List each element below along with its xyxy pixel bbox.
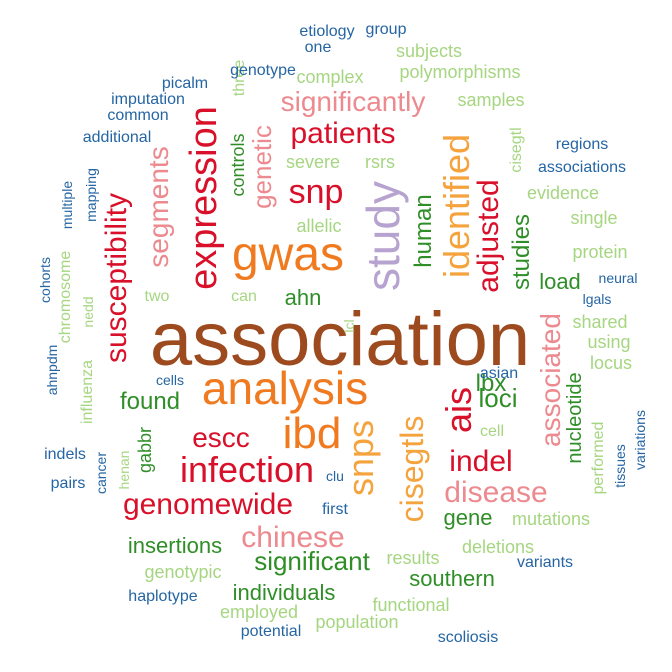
word-single: single: [570, 208, 618, 228]
word-cisegtl: cisegtl: [508, 127, 525, 173]
word-adjusted: adjusted: [472, 179, 505, 293]
word-ahnpdm: nedd: [80, 296, 96, 328]
word-identified: identified: [436, 133, 477, 279]
word-chromosome: one: [304, 39, 332, 56]
word-significantly: significantly: [280, 86, 426, 117]
word-two: two: [144, 288, 170, 305]
word-snps: snps: [340, 419, 381, 497]
word-gabbr: gabbr: [135, 426, 155, 474]
word-associations: cohorts: [37, 257, 53, 303]
word-susceptibility: susceptibility: [100, 192, 133, 364]
word-nedd: group: [365, 21, 407, 38]
word-chinese: chinese: [241, 521, 345, 554]
word-lcl: lcl: [341, 319, 357, 333]
word-expression: expression: [183, 106, 225, 290]
word-clu: clu: [326, 468, 344, 484]
word-load: load: [539, 269, 581, 294]
word-using: using: [587, 332, 631, 352]
word-performed: performed: [590, 421, 607, 495]
word-infection: infection: [179, 449, 315, 490]
word-polymorphisms: polymorphisms: [399, 62, 521, 82]
word-controls: controls: [228, 133, 248, 197]
word-etiology: picalm: [161, 75, 209, 92]
word-regions: multiple: [59, 180, 75, 230]
word-asian: asian: [479, 365, 519, 382]
word-imputation: regions: [555, 136, 609, 153]
word-first: first: [322, 501, 348, 518]
word-cancer: cancer: [93, 451, 109, 495]
word-subjects: subjects: [395, 41, 463, 61]
word-ahn: ahn: [284, 285, 322, 310]
word-deletions: deletions: [461, 537, 535, 557]
word-ibd: ibd: [282, 409, 342, 458]
word-variants: variants: [516, 554, 574, 571]
word-scoliosis: scoliosis: [437, 629, 499, 646]
word-pairs: pairs: [50, 475, 86, 492]
word-one: genotype: [230, 62, 296, 79]
word-samples: samples: [457, 90, 525, 110]
word-significant: significant: [254, 546, 370, 576]
word-lbx: lbx: [475, 370, 507, 397]
word-results: results: [386, 548, 440, 568]
word-genomewide: genomewide: [122, 488, 294, 521]
word-individuals: individuals: [232, 580, 336, 605]
word-population: population: [315, 612, 399, 632]
word-additional: mapping: [83, 168, 99, 222]
word-segments: segments: [143, 146, 174, 268]
word-loci: loci: [478, 383, 518, 413]
word-mapping: ahnpdm: [44, 344, 60, 396]
word-haplotype: haplotype: [128, 588, 198, 605]
word-mutations: mutations: [511, 509, 591, 529]
word-locus: locus: [589, 353, 633, 373]
word-indels: indels: [44, 446, 86, 463]
word-escc: escc: [192, 422, 250, 453]
word-employed: employed: [219, 602, 299, 622]
word-association: association: [149, 297, 531, 382]
word-functional: functional: [372, 595, 450, 615]
word-human: human: [410, 194, 437, 268]
word-genotype: common: [107, 107, 169, 124]
word-patients: patients: [290, 117, 396, 150]
word-evidence: evidence: [526, 183, 600, 203]
word-cohorts: influenza: [79, 359, 96, 425]
word-disease: disease: [444, 476, 548, 509]
word-cisegtls: cisegtls: [394, 415, 430, 523]
word-multiple: chromosome: [57, 250, 74, 344]
word-variations: variations: [632, 410, 648, 470]
word-ais: ais: [438, 386, 479, 434]
word-analysis: analysis: [201, 362, 369, 414]
word-cell: cell: [479, 423, 505, 440]
word-allelic: allelic: [296, 216, 342, 236]
word-picalm: additional: [82, 129, 152, 146]
word-genotypic: genotypic: [144, 562, 222, 582]
word-rsrs: rsrs: [365, 152, 395, 172]
word-nucleotide: nucleotide: [564, 372, 586, 464]
word-lgals: lgals: [582, 291, 612, 307]
word-tissues: tissues: [612, 444, 628, 488]
word-complex: complex: [296, 67, 364, 87]
word-henan: henan: [116, 450, 132, 490]
word-severe: severe: [285, 152, 341, 172]
word-group: imputation: [111, 91, 185, 108]
word-shared: shared: [572, 312, 628, 332]
word-neural: neural: [598, 270, 638, 286]
word-protein: protein: [572, 242, 628, 262]
word-associated: associated: [535, 313, 566, 447]
word-found: found: [119, 388, 181, 415]
word-cells: cells: [155, 372, 185, 388]
word-genetic: genetic: [247, 125, 277, 209]
word-can: can: [231, 288, 257, 305]
word-studies: studies: [508, 213, 535, 291]
word-gene: gene: [443, 505, 493, 530]
word-southern: southern: [409, 566, 495, 591]
word-insertions: insertions: [127, 533, 223, 558]
word-influenza: etiology: [299, 23, 355, 40]
word-indel: indel: [449, 445, 513, 478]
word-snp: snp: [288, 173, 344, 211]
word-study: study: [357, 181, 409, 291]
word-gwas: gwas: [231, 228, 345, 281]
word-common: associations: [537, 159, 627, 176]
word-potential: potential: [240, 623, 302, 640]
